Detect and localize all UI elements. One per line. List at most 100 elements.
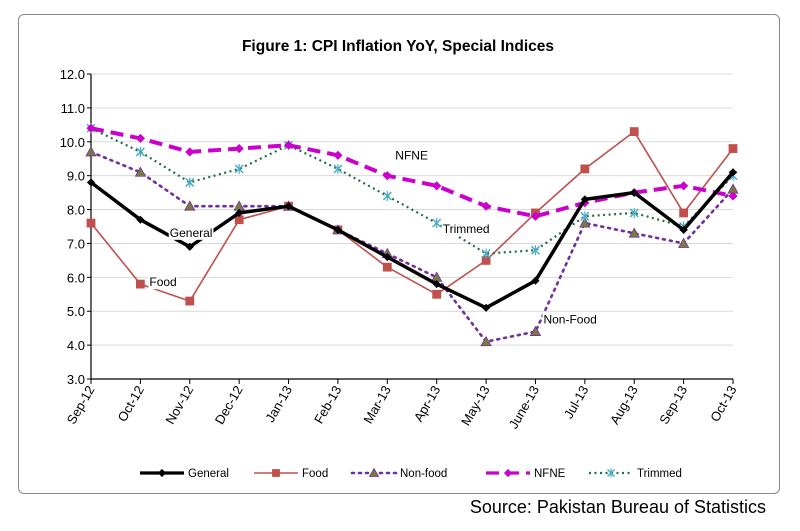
x-tick-label: Sep-13 <box>656 383 690 427</box>
data-point-non-food <box>85 146 97 157</box>
data-point-non-food <box>134 166 147 177</box>
legend-marker-non-food <box>368 467 380 477</box>
y-tick-label: 10.0 <box>60 135 85 150</box>
series-non-food <box>85 146 739 347</box>
chart-title: Figure 1: CPI Inflation YoY, Special Ind… <box>242 38 554 55</box>
chart-legend: General Food Non-food NFNE Trimmed <box>140 467 682 480</box>
data-point-trimmed <box>629 207 639 218</box>
source-note: Source: Pakistan Bureau of Statistics <box>469 497 766 517</box>
x-tick-label: Feb-13 <box>311 383 345 426</box>
y-tick-label: 7.0 <box>67 236 85 251</box>
data-point-general <box>531 276 540 285</box>
data-point-trimmed <box>333 163 343 174</box>
data-point-general <box>235 208 244 218</box>
data-point-nfne <box>432 181 442 191</box>
annotation-food: Food <box>149 275 176 289</box>
y-tick-label: 9.0 <box>67 169 85 184</box>
x-tick-label: June-13 <box>506 383 542 431</box>
series-line-trimmed <box>90 127 734 255</box>
data-point-non-food <box>480 335 492 347</box>
data-point-general <box>136 215 145 224</box>
x-tick-label: Jul-13 <box>561 383 592 421</box>
data-point-nfne <box>728 191 738 201</box>
y-tick-label: 3.0 <box>67 372 85 387</box>
data-point-nfne <box>234 143 244 154</box>
data-point-general <box>185 242 194 251</box>
legend-marker-food <box>272 469 280 477</box>
data-point-non-food <box>628 227 640 238</box>
data-point-nfne <box>382 171 392 181</box>
data-point-non-food <box>579 217 591 228</box>
data-point-non-food <box>184 200 196 211</box>
x-tick-label: Oct-13 <box>707 383 739 424</box>
data-point-general <box>333 225 342 234</box>
annotation-nfne: NFNE <box>395 149 428 163</box>
data-point-general <box>728 168 738 177</box>
legend-item-trimmed: Trimmed <box>589 468 682 480</box>
data-point-general <box>580 195 589 204</box>
data-point-nfne <box>86 123 96 133</box>
data-point-trimmed <box>530 245 540 256</box>
x-tick-label: Oct-12 <box>114 383 146 424</box>
data-point-general <box>86 178 96 187</box>
data-point-food <box>382 262 392 272</box>
series-nfne <box>86 123 738 221</box>
annotation-bg <box>542 312 598 327</box>
data-point-food <box>432 289 442 299</box>
data-point-food <box>135 279 145 289</box>
data-point-general <box>383 252 392 262</box>
legend-label-non-food: Non-food <box>400 468 447 480</box>
y-tick-label: 5.0 <box>67 304 85 319</box>
series-line-food <box>90 130 734 302</box>
data-point-general <box>432 280 441 289</box>
data-point-nfne <box>679 181 689 191</box>
x-tick-label: Sep-12 <box>64 383 98 427</box>
chart-frame <box>18 14 780 494</box>
data-point-nfne <box>283 140 294 150</box>
data-point-food <box>679 208 689 218</box>
x-tick-label: May-13 <box>458 383 493 428</box>
x-tick-label: Nov-12 <box>162 383 196 427</box>
data-point-food <box>728 144 738 153</box>
data-point-general <box>630 188 639 197</box>
data-point-food <box>580 164 590 174</box>
data-point-trimmed <box>432 218 442 229</box>
data-point-trimmed <box>135 146 145 157</box>
y-tick-label: 8.0 <box>67 203 85 218</box>
annotation-non-food: Non-Food <box>543 313 596 327</box>
legend-label-trimmed: Trimmed <box>637 468 682 480</box>
y-tick-label: 6.0 <box>67 270 85 285</box>
legend-marker-trimmed <box>606 468 616 478</box>
series-line-non-food <box>89 150 735 344</box>
x-tick-label: Apr-13 <box>411 383 444 424</box>
data-point-general <box>679 225 688 234</box>
annotation-bg <box>441 222 491 237</box>
y-tick-label: 12.0 <box>60 67 85 82</box>
data-point-trimmed <box>382 191 392 201</box>
legend-label-general: General <box>188 468 229 480</box>
data-point-non-food <box>529 325 542 336</box>
data-point-nfne <box>135 133 145 143</box>
data-point-trimmed <box>580 211 590 222</box>
data-point-trimmed <box>185 177 195 188</box>
x-tick-label: Dec-12 <box>212 383 246 427</box>
legend-label-nfne: NFNE <box>534 468 566 480</box>
data-point-trimmed <box>481 248 491 259</box>
x-tick-label: Aug-13 <box>607 383 641 427</box>
y-tick-label: 4.0 <box>67 338 85 353</box>
x-tick-label: Jan-13 <box>262 383 295 425</box>
legend-item-general: General <box>140 468 229 480</box>
data-point-non-food <box>677 237 690 248</box>
legend-item-non-food: Non-food <box>350 467 447 480</box>
data-point-general <box>482 303 491 312</box>
legend-marker-nfne <box>503 468 513 478</box>
annotation-general: General <box>170 226 213 240</box>
annotation-bg <box>148 275 178 290</box>
series-line-general <box>89 171 735 310</box>
x-tick-label: Mar-13 <box>360 383 394 426</box>
legend-label-food: Food <box>302 468 328 480</box>
data-point-nfne <box>530 211 541 221</box>
data-point-food <box>185 296 195 306</box>
data-point-nfne <box>333 150 343 160</box>
